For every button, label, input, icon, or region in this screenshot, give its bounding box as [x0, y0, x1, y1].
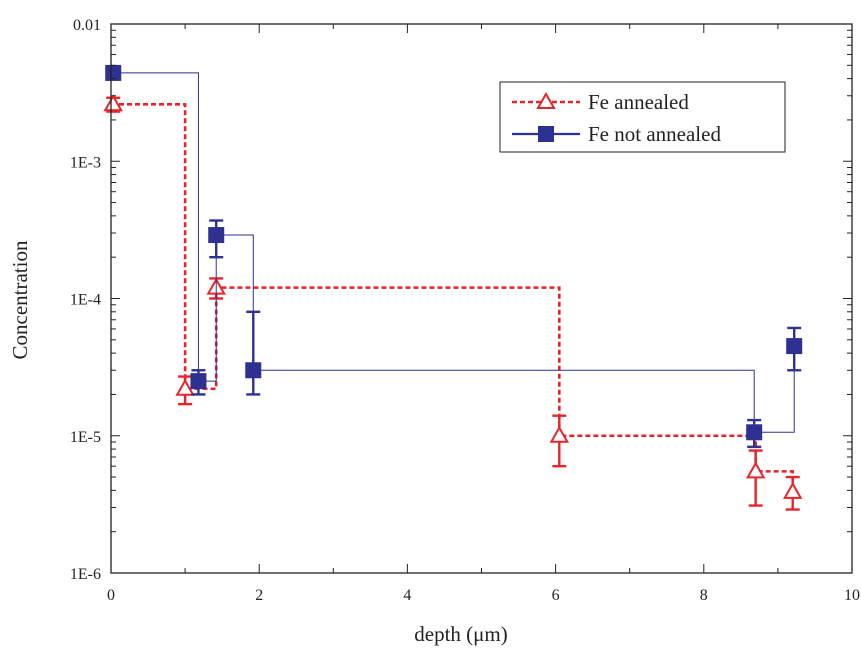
y-tick-label: 0.01 — [73, 17, 101, 34]
legend: Fe annealed Fe not annealed — [499, 81, 786, 153]
data-point — [208, 227, 225, 244]
series-line — [111, 102, 795, 492]
y-axis-title: Concentration — [8, 240, 32, 359]
x-tick-label: 8 — [700, 587, 708, 604]
plot-layer — [103, 64, 803, 511]
data-point — [782, 481, 803, 499]
series-annealed — [103, 94, 803, 511]
y-tick-label: 1E-4 — [70, 292, 101, 309]
x-tick-label: 10 — [844, 587, 860, 604]
series-not-annealed — [105, 64, 803, 449]
data-point — [746, 424, 763, 441]
x-axis-title: depth (μm) — [414, 622, 508, 646]
data-point — [549, 425, 570, 443]
data-point — [175, 378, 195, 396]
y-tick-label: 1E-6 — [70, 566, 101, 583]
x-tick-label: 6 — [552, 587, 560, 604]
legend-label: Fe annealed — [588, 90, 689, 114]
legend-label: Fe not annealed — [588, 122, 721, 146]
x-tick-label: 0 — [107, 587, 115, 604]
x-tick-label: 4 — [403, 587, 411, 604]
ticks-layer: 0 2 4 6 8 10 1E-6 1E-5 1E-4 1E-3 0.01 — [70, 17, 860, 604]
y-tick-label: 1E-5 — [70, 429, 101, 446]
y-tick-label: 1E-3 — [70, 154, 101, 171]
data-point — [245, 362, 262, 379]
legend-marker — [536, 91, 556, 109]
data-point — [103, 94, 123, 112]
data-point — [745, 461, 766, 479]
data-point — [190, 373, 207, 390]
data-point — [786, 338, 803, 355]
legend-marker — [538, 126, 554, 142]
x-tick-label: 2 — [255, 587, 263, 604]
